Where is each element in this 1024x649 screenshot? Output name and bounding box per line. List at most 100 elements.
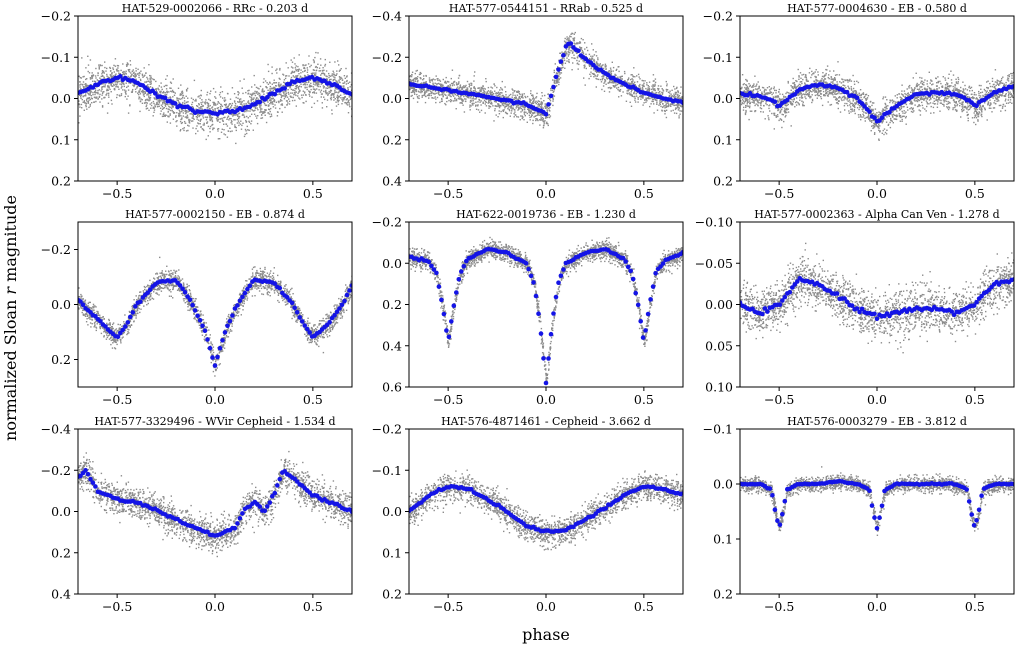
scatter-point: [530, 102, 533, 105]
scatter-point: [604, 78, 606, 81]
scatter-point: [101, 75, 104, 77]
scatter-point: [250, 99, 252, 101]
scatter-point: [658, 104, 660, 106]
scatter-point: [592, 69, 595, 71]
scatter-point: [112, 75, 115, 77]
scatter-point: [504, 111, 507, 114]
scatter-point: [143, 93, 145, 95]
scatter-point: [145, 104, 148, 106]
scatter-point: [229, 117, 231, 120]
scatter-point: [267, 83, 270, 85]
scatter-point: [633, 67, 635, 69]
scatter-point: [303, 92, 306, 94]
scatter-point: [480, 89, 482, 91]
scatter-point: [332, 78, 335, 81]
scatter-point: [336, 70, 338, 72]
scatter-point: [480, 109, 483, 112]
scatter-point: [94, 75, 97, 77]
scatter-point: [305, 64, 307, 66]
scatter-point: [179, 120, 182, 123]
scatter-point: [298, 85, 301, 87]
scatter-point: [435, 98, 437, 100]
scatter-point: [135, 78, 137, 80]
scatter-point: [989, 85, 992, 88]
scatter-point: [211, 116, 214, 119]
scatter-point: [187, 101, 189, 103]
scatter-point: [477, 101, 479, 103]
scatter-point: [456, 84, 458, 86]
scatter-point: [111, 76, 113, 78]
scatter-point: [560, 69, 562, 71]
scatter-point: [512, 107, 514, 110]
scatter-point: [329, 86, 332, 89]
scatter-point: [118, 94, 120, 96]
scatter-point: [518, 104, 520, 107]
scatter-point: [326, 80, 328, 82]
scatter-point: [141, 74, 144, 77]
scatter-point: [89, 105, 91, 107]
scatter-point: [465, 89, 467, 91]
scatter-point: [201, 105, 203, 108]
scatter-point: [503, 96, 506, 98]
scatter-point: [505, 91, 507, 93]
scatter-point: [979, 105, 982, 107]
scatter-point: [218, 94, 221, 96]
scatter-point: [576, 43, 578, 45]
scatter-point: [183, 127, 185, 129]
scatter-point: [519, 98, 521, 100]
scatter-point: [318, 89, 320, 91]
scatter-point: [542, 114, 544, 116]
scatter-point: [125, 64, 128, 66]
scatter-point: [462, 100, 464, 102]
scatter-point: [597, 78, 600, 81]
scatter-point: [281, 95, 284, 97]
scatter-point: [472, 100, 474, 102]
scatter-point: [115, 86, 117, 88]
scatter-point: [334, 78, 336, 81]
scatter-point: [450, 95, 452, 98]
scatter-point: [615, 82, 617, 84]
scatter-point: [260, 111, 263, 113]
scatter-point: [349, 94, 351, 97]
scatter-point: [450, 87, 452, 89]
scatter-point: [148, 99, 150, 101]
scatter-point: [101, 106, 104, 108]
scatter-point: [304, 87, 306, 89]
scatter-point: [558, 59, 560, 62]
scatter-point: [117, 65, 120, 67]
scatter-point: [270, 115, 273, 117]
scatter-point: [338, 81, 340, 83]
scatter-point: [333, 99, 335, 101]
scatter-point: [532, 119, 534, 122]
scatter-point: [308, 55, 310, 57]
scatter-point: [131, 70, 133, 72]
scatter-point: [611, 61, 613, 63]
scatter-point: [230, 122, 232, 124]
scatter-point: [882, 96, 885, 98]
scatter-point: [564, 52, 566, 55]
scatter-point: [210, 118, 213, 120]
scatter-point: [469, 101, 472, 103]
scatter-point: [548, 109, 550, 111]
scatter-point: [568, 49, 570, 51]
scatter-point: [260, 104, 262, 106]
scatter-point: [607, 87, 610, 89]
scatter-point: [346, 75, 348, 77]
scatter-point: [287, 91, 290, 94]
scatter-point: [243, 78, 245, 80]
scatter-point: [434, 96, 436, 98]
scatter-point: [216, 103, 219, 105]
scatter-point: [489, 102, 492, 105]
scatter-point: [253, 74, 255, 77]
scatter-point: [208, 98, 210, 101]
scatter-point: [452, 100, 455, 102]
scatter-point: [545, 105, 548, 107]
scatter-point: [124, 95, 126, 98]
scatter-point: [164, 92, 167, 94]
scatter-point: [313, 60, 315, 62]
scatter-point: [292, 71, 294, 73]
scatter-point: [315, 74, 317, 76]
scatter-point: [254, 94, 257, 97]
scatter-point: [231, 121, 233, 123]
scatter-point: [284, 96, 287, 98]
